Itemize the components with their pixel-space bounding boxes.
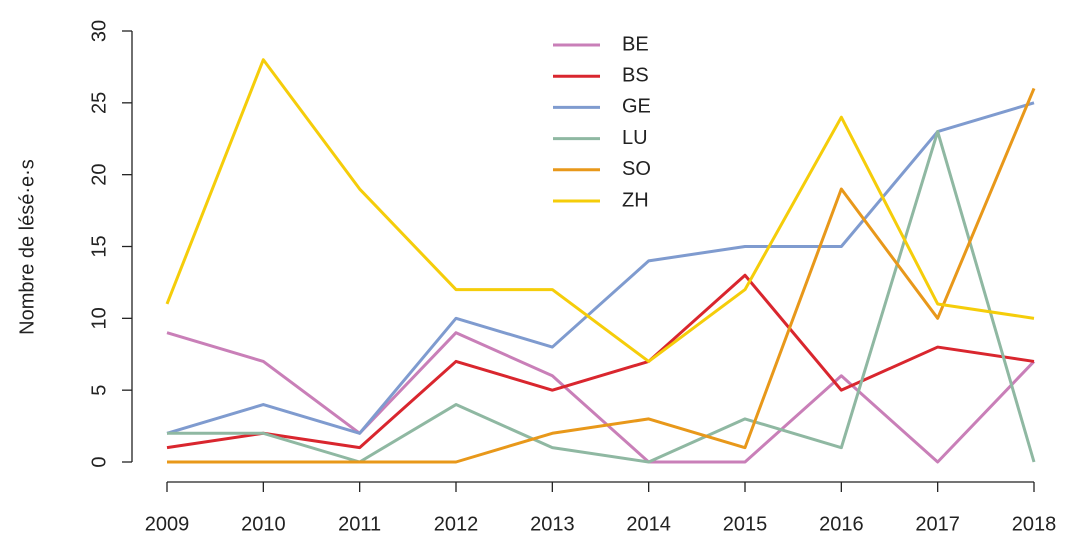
y-tick-label: 25: [88, 92, 110, 114]
x-tick-label: 2012: [434, 513, 479, 535]
x-tick-label: 2014: [626, 513, 671, 535]
x-tick-label: 2009: [145, 513, 190, 535]
x-tick-label: 2015: [723, 513, 768, 535]
line-series: [166, 273, 1035, 450]
line-series: [165, 58, 1035, 363]
line-series: [166, 331, 1036, 464]
line-series: [166, 101, 1035, 435]
x-tick-label: 2013: [530, 513, 575, 535]
line-series: [167, 130, 1036, 464]
legend-label: BE: [622, 33, 649, 55]
legend-label: BS: [622, 64, 649, 86]
y-tick-label: 10: [88, 307, 110, 329]
line-series: [167, 87, 1036, 464]
x-tick-label: 2018: [1012, 513, 1057, 535]
x-tick-label: 2010: [241, 513, 286, 535]
y-tick-label: 20: [88, 164, 110, 186]
legend-label: LU: [622, 127, 648, 149]
x-tick-label: 2017: [915, 513, 960, 535]
x-tick-label: 2011: [338, 513, 381, 535]
y-tick-label: 15: [88, 235, 110, 257]
legend-label: SO: [622, 158, 651, 180]
x-tick-label: 2016: [819, 513, 864, 535]
y-tick-label: 30: [88, 20, 110, 42]
legend-label: GE: [622, 96, 651, 118]
y-tick-label: 0: [88, 456, 110, 467]
y-tick-label: 5: [88, 385, 110, 396]
legend-label: ZH: [622, 189, 649, 211]
y-axis-label: Nombre de lésé·e·s: [16, 159, 38, 335]
